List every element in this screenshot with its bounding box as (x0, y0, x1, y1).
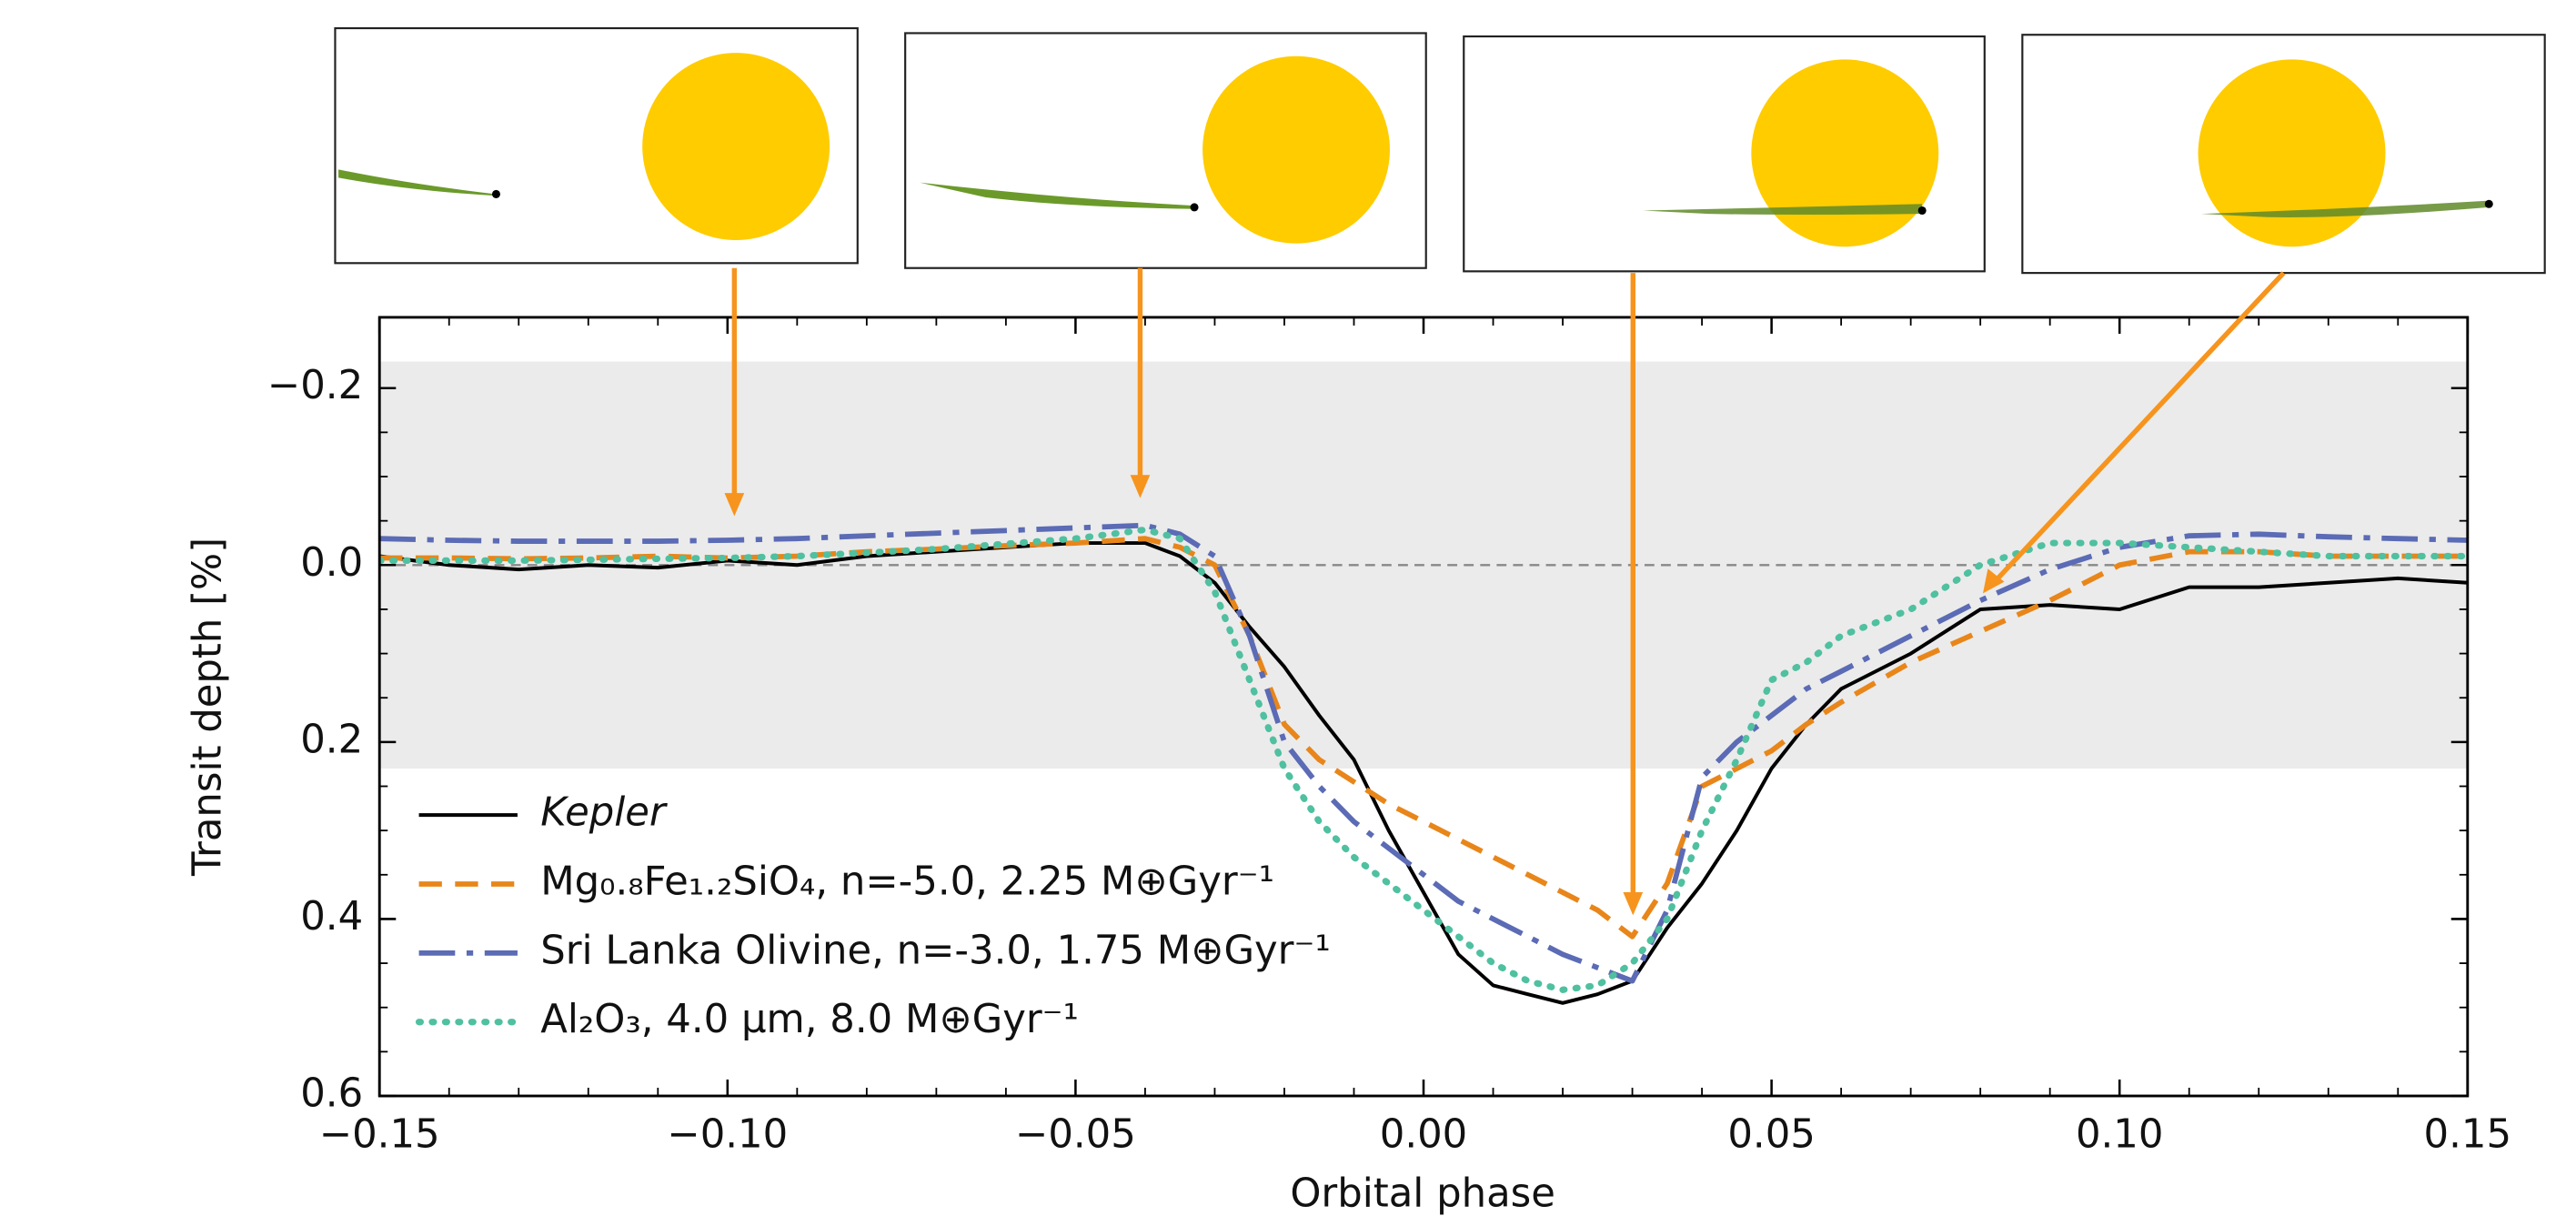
y-tick-label: 0.0 (300, 540, 363, 586)
y-tick-label: −0.2 (267, 363, 363, 408)
dust-tail (1643, 204, 1923, 216)
arrow (1996, 271, 2286, 580)
data-line (379, 522, 2468, 984)
series-lines (379, 522, 2468, 1005)
legend-label: Mg₀.₈Fe₁.₂SiO₄, n=-5.0, 2.25 M⊕Gyr⁻¹ (540, 859, 1274, 905)
planet (1917, 206, 1927, 216)
planet (2484, 199, 2493, 208)
legend-label: Sri Lanka Olivine, n=-3.0, 1.75 M⊕Gyr⁻¹ (540, 928, 1331, 973)
star (1751, 59, 1939, 247)
dust-tail (2201, 200, 2490, 217)
x-tick-label: −0.15 (319, 1112, 440, 1158)
x-tick-label: −0.10 (667, 1112, 788, 1158)
legend-label: Kepler (540, 790, 669, 836)
y-axis-label: Transit depth [%] (186, 538, 231, 877)
x-tick-label: 0.15 (2424, 1112, 2511, 1158)
planet (491, 189, 500, 198)
dust-tail (920, 182, 1195, 209)
dust-tail (338, 169, 497, 196)
arrowhead (1130, 475, 1151, 498)
x-tick-label: 0.00 (1380, 1112, 1467, 1158)
star (642, 53, 830, 241)
x-tick-label: −0.05 (1015, 1112, 1136, 1158)
x-tick-label: 0.10 (2076, 1112, 2163, 1158)
star (2198, 59, 2386, 247)
insets (334, 26, 2546, 275)
data-line (379, 536, 2468, 940)
data-line (379, 526, 2468, 993)
legend-label: Al₂O₃, 4.0 μm, 8.0 M⊕Gyr⁻¹ (540, 997, 1079, 1042)
planet (1190, 203, 1199, 212)
arrowhead (1623, 892, 1644, 916)
arrows (724, 267, 2286, 916)
arrowhead (1982, 568, 2005, 594)
data-line (379, 541, 2468, 1005)
y-tick-label: 0.4 (300, 894, 363, 940)
plot-area: −0.15 −0.10 −0.05 0.00 0.05 0.10 0.15 −0.2 0.0 0.… (267, 316, 2511, 1158)
y-tick-label: 0.6 (300, 1071, 363, 1117)
star (1202, 55, 1390, 244)
x-tick-label: 0.05 (1727, 1112, 1815, 1158)
x-axis-label: Orbital phase (1290, 1171, 1555, 1217)
arrowhead (724, 493, 745, 517)
y-tick-label: 0.2 (300, 717, 363, 762)
